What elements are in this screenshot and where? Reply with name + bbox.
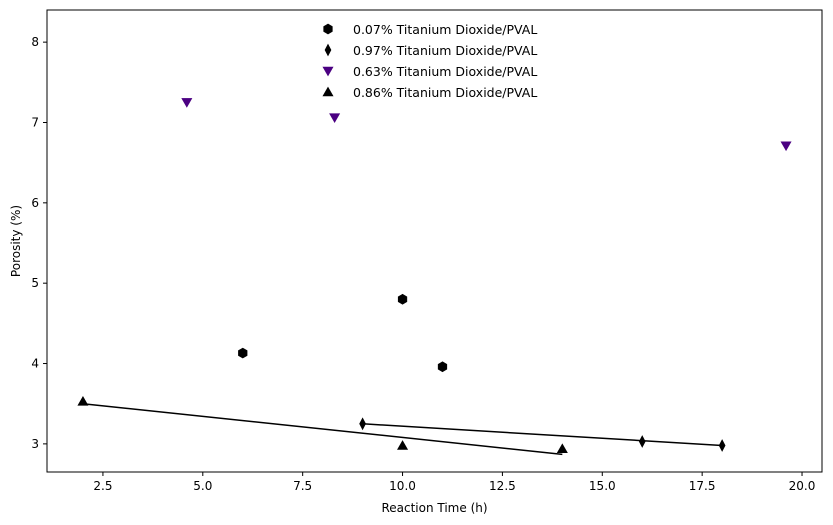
y-tick-label: 5: [31, 276, 39, 290]
x-tick-label: 12.5: [489, 479, 516, 493]
data-point-series-0: [238, 347, 248, 359]
fit-line-series-3: [82, 402, 563, 456]
x-axis-label: Reaction Time (h): [381, 501, 487, 515]
data-point-series-3: [397, 440, 409, 450]
x-tick-label: 5.0: [193, 479, 212, 493]
x-tick-label: 15.0: [589, 479, 616, 493]
legend-label-series-3: 0.86% Titanium Dioxide/PVAL: [353, 85, 537, 100]
data-point-series-1: [638, 435, 646, 448]
data-point-series-3: [556, 443, 568, 453]
x-tick-label: 7.5: [293, 479, 312, 493]
y-tick-label: 8: [31, 35, 39, 49]
legend-marker-series-3: [322, 86, 334, 97]
legend-label-series-0: 0.07% Titanium Dioxide/PVAL: [353, 22, 537, 37]
y-tick-label: 3: [31, 437, 39, 451]
data-point-series-3: [77, 395, 89, 406]
x-tick-label: 2.5: [93, 479, 112, 493]
fit-line-series-1: [362, 423, 723, 447]
legend-marker-series-1: [324, 43, 332, 57]
y-tick-label: 6: [31, 196, 39, 210]
data-point-series-2: [329, 113, 341, 124]
plot-area: [77, 98, 792, 456]
y-tick-label: 7: [31, 115, 39, 129]
data-point-series-1: [359, 417, 366, 431]
y-tick-label: 4: [31, 357, 39, 371]
y-axis-label: Porosity (%): [9, 205, 23, 277]
legend: 0.07% Titanium Dioxide/PVAL 0.97% Titaniu…: [322, 22, 537, 100]
legend-label-series-2: 0.63% Titanium Dioxide/PVAL: [353, 64, 537, 79]
data-point-series-0: [437, 361, 448, 373]
x-tick-label: 10.0: [389, 479, 416, 493]
data-point-series-2: [780, 141, 792, 152]
data-point-series-2: [181, 98, 193, 108]
x-tick-label: 20.0: [789, 479, 816, 493]
axes: 2.5 5.0 7.5 10.0 12.5 15.0 17.5 20.0 3 4 5 6 7 8: [31, 9, 823, 493]
legend-label-series-1: 0.97% Titanium Dioxide/PVAL: [353, 43, 537, 58]
plot-frame: [46, 9, 823, 473]
legend-marker-series-2: [322, 66, 334, 77]
data-point-series-1: [718, 439, 726, 452]
legend-marker-series-0: [323, 23, 333, 35]
x-tick-label: 17.5: [689, 479, 716, 493]
data-point-series-0: [397, 293, 408, 305]
